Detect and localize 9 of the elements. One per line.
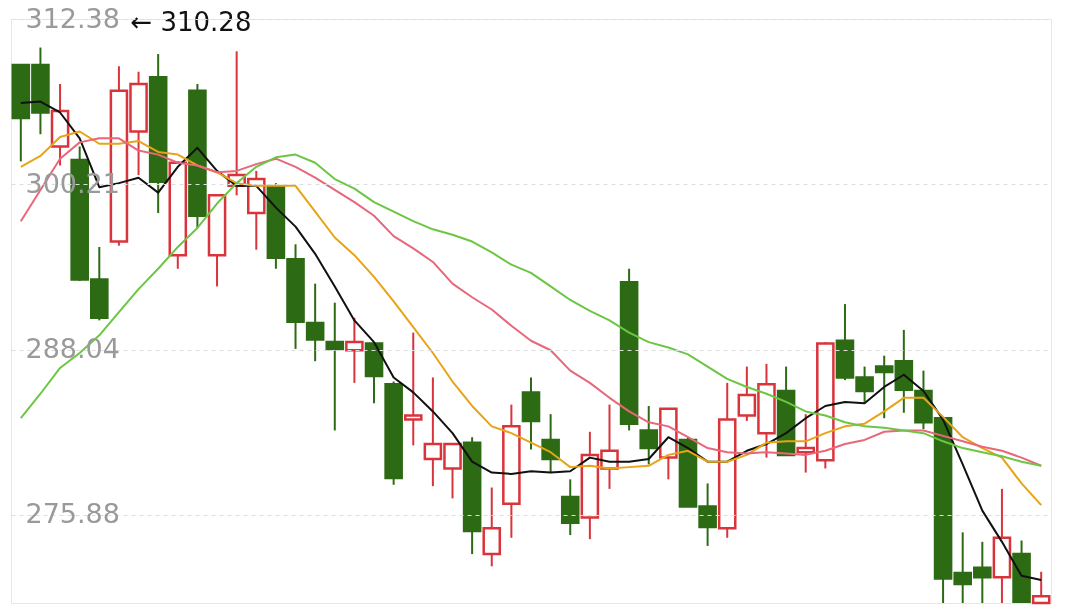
candlestick [541, 413, 560, 474]
y-tick-label: 275.88 [25, 498, 120, 530]
line-series [19, 100, 1043, 581]
candlestick [403, 331, 423, 447]
y-tick-label: 312.38 [25, 2, 120, 34]
candlestick [345, 316, 364, 384]
annotation: ← 310.28 [130, 7, 252, 37]
candlestick [325, 301, 345, 432]
candlestick [639, 404, 659, 466]
